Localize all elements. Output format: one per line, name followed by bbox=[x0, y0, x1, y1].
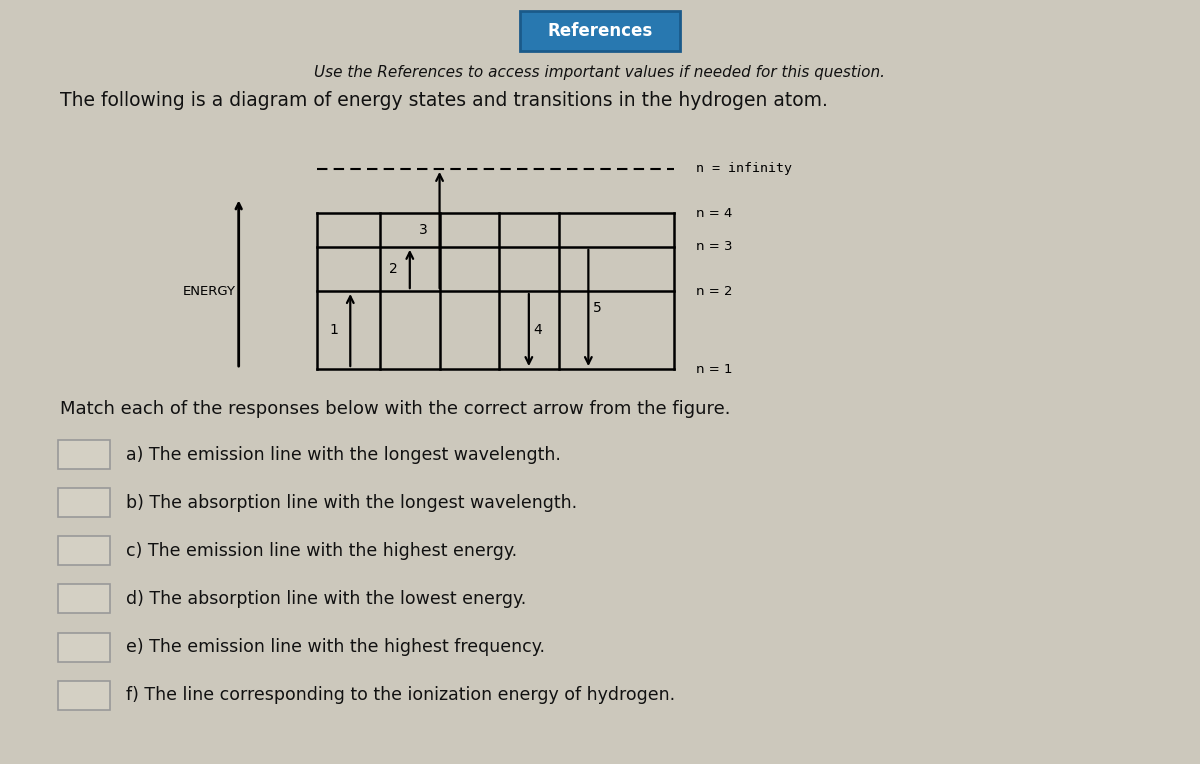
Text: The following is a diagram of energy states and transitions in the hydrogen atom: The following is a diagram of energy sta… bbox=[60, 92, 828, 110]
Text: b) The absorption line with the longest wavelength.: b) The absorption line with the longest … bbox=[126, 494, 577, 512]
Text: Use the References to access important values if needed for this question.: Use the References to access important v… bbox=[314, 65, 886, 80]
Text: 2: 2 bbox=[389, 262, 398, 276]
Text: f) The line corresponding to the ionization energy of hydrogen.: f) The line corresponding to the ionizat… bbox=[126, 686, 676, 704]
Text: n = 2: n = 2 bbox=[696, 284, 733, 298]
Text: d) The absorption line with the lowest energy.: d) The absorption line with the lowest e… bbox=[126, 590, 527, 608]
Text: a) The emission line with the longest wavelength.: a) The emission line with the longest wa… bbox=[126, 445, 560, 464]
Text: n = 1: n = 1 bbox=[696, 362, 733, 376]
Bar bbox=[58, 488, 110, 517]
Text: 5: 5 bbox=[593, 301, 601, 315]
Bar bbox=[58, 440, 110, 469]
Text: e) The emission line with the highest frequency.: e) The emission line with the highest fr… bbox=[126, 638, 545, 656]
Text: ENERGY: ENERGY bbox=[182, 284, 235, 298]
Text: 3: 3 bbox=[419, 223, 427, 237]
Text: References: References bbox=[547, 22, 653, 40]
Text: Match each of the responses below with the correct arrow from the figure.: Match each of the responses below with t… bbox=[60, 400, 731, 418]
Bar bbox=[58, 633, 110, 662]
Bar bbox=[58, 681, 110, 710]
Text: c) The emission line with the highest energy.: c) The emission line with the highest en… bbox=[126, 542, 517, 560]
Text: 4: 4 bbox=[533, 323, 542, 337]
Text: 1: 1 bbox=[330, 323, 338, 337]
Text: n = 3: n = 3 bbox=[696, 241, 733, 254]
Bar bbox=[58, 584, 110, 613]
Text: n = infinity: n = infinity bbox=[696, 163, 792, 176]
FancyBboxPatch shape bbox=[520, 11, 680, 51]
Text: n = 4: n = 4 bbox=[696, 206, 733, 220]
Bar bbox=[58, 536, 110, 565]
